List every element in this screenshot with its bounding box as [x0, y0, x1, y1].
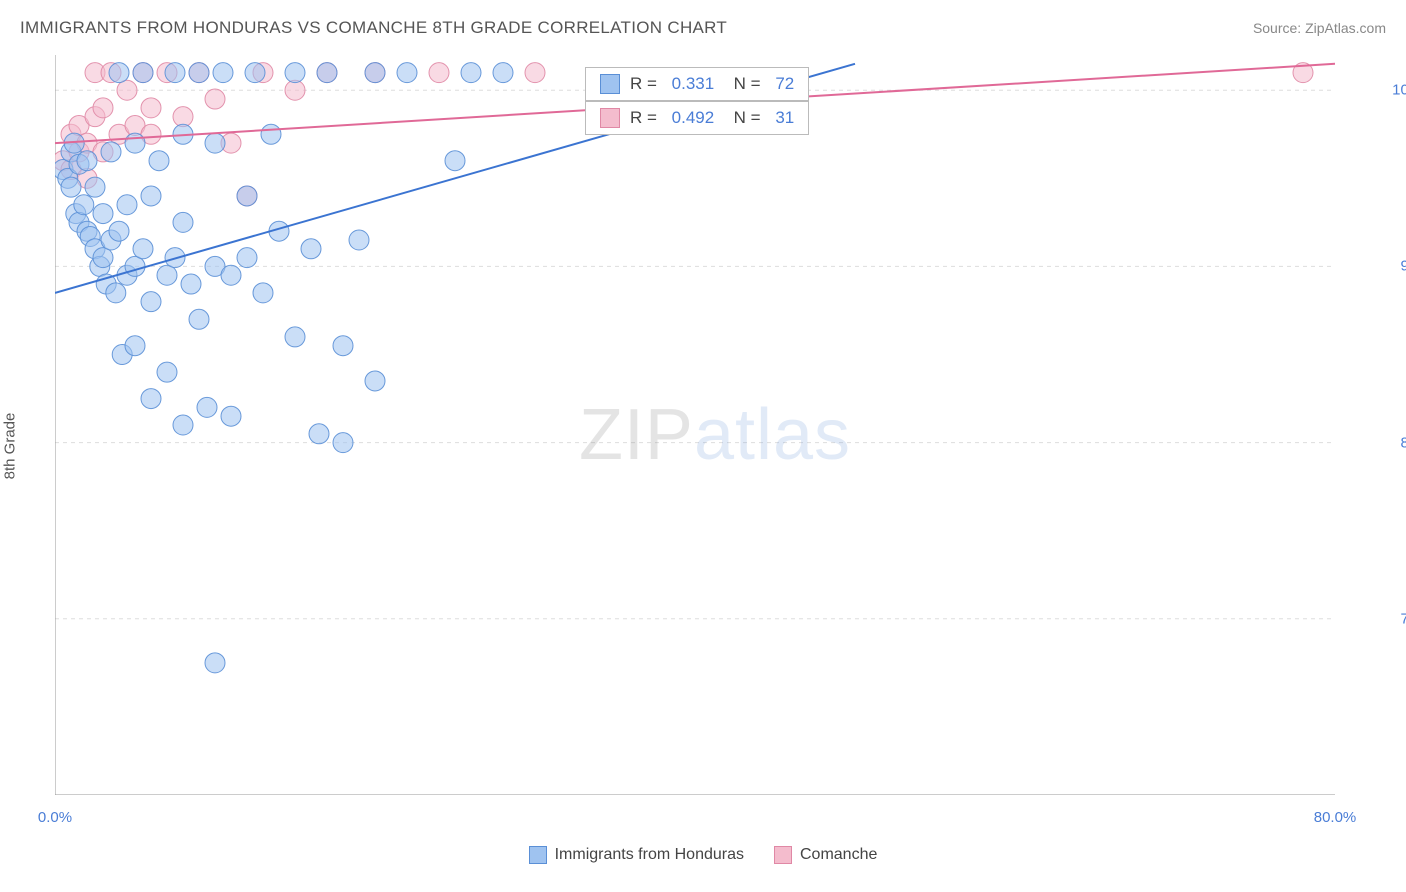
legend-label: Immigrants from Honduras: [555, 846, 744, 864]
corr-swatch: [600, 108, 620, 128]
scatter-point-honduras: [157, 362, 177, 382]
scatter-point-honduras: [333, 336, 353, 356]
scatter-point-comanche: [173, 107, 193, 127]
scatter-point-honduras: [205, 133, 225, 153]
scatter-point-comanche: [429, 63, 449, 83]
x-tick-label: 0.0%: [38, 809, 72, 826]
scatter-point-honduras: [189, 309, 209, 329]
scatter-point-honduras: [141, 186, 161, 206]
scatter-point-honduras: [197, 397, 217, 417]
scatter-point-comanche: [117, 80, 137, 100]
corr-r-label: R =: [630, 74, 662, 94]
scatter-point-honduras: [309, 424, 329, 444]
scatter-point-honduras: [461, 63, 481, 83]
scatter-point-honduras: [141, 389, 161, 409]
corr-n-value: 31: [775, 108, 794, 128]
plot-container: ZIPatlas R = 0.331 N = 72R = 0.492 N = 3…: [55, 55, 1375, 815]
correlation-box-honduras: R = 0.331 N = 72: [585, 67, 809, 101]
scatter-point-honduras: [317, 63, 337, 83]
corr-n-value: 72: [775, 74, 794, 94]
scatter-point-honduras: [93, 204, 113, 224]
legend: Immigrants from Honduras Comanche: [0, 846, 1406, 864]
scatter-point-honduras: [74, 195, 94, 215]
correlation-box-comanche: R = 0.492 N = 31: [585, 101, 809, 135]
legend-label: Comanche: [800, 846, 877, 864]
corr-n-label: N =: [724, 74, 765, 94]
scatter-point-comanche: [205, 89, 225, 109]
scatter-point-honduras: [125, 336, 145, 356]
scatter-point-honduras: [237, 186, 257, 206]
corr-r-value: 0.331: [672, 74, 715, 94]
scatter-point-honduras: [205, 653, 225, 673]
scatter-point-honduras: [61, 177, 81, 197]
scatter-point-honduras: [285, 327, 305, 347]
scatter-plot: [55, 55, 1335, 795]
scatter-point-honduras: [397, 63, 417, 83]
scatter-point-honduras: [253, 283, 273, 303]
scatter-point-comanche: [285, 80, 305, 100]
scatter-point-honduras: [261, 124, 281, 144]
scatter-point-honduras: [141, 292, 161, 312]
scatter-point-honduras: [365, 371, 385, 391]
scatter-point-comanche: [525, 63, 545, 83]
scatter-point-honduras: [157, 265, 177, 285]
legend-swatch: [529, 846, 547, 864]
scatter-point-honduras: [301, 239, 321, 259]
scatter-point-honduras: [77, 151, 97, 171]
scatter-point-honduras: [133, 239, 153, 259]
scatter-point-honduras: [349, 230, 369, 250]
scatter-point-honduras: [237, 248, 257, 268]
scatter-point-honduras: [173, 212, 193, 232]
scatter-point-honduras: [125, 133, 145, 153]
scatter-point-honduras: [125, 256, 145, 276]
scatter-point-honduras: [173, 415, 193, 435]
scatter-point-honduras: [85, 177, 105, 197]
scatter-point-honduras: [333, 433, 353, 453]
y-tick-label: 80.0%: [1400, 434, 1406, 451]
y-tick-label: 90.0%: [1400, 258, 1406, 275]
scatter-point-honduras: [117, 195, 137, 215]
scatter-point-honduras: [221, 265, 241, 285]
scatter-point-honduras: [165, 63, 185, 83]
x-tick-label: 80.0%: [1314, 809, 1357, 826]
scatter-point-comanche: [141, 98, 161, 118]
scatter-point-honduras: [221, 406, 241, 426]
corr-swatch: [600, 74, 620, 94]
scatter-point-honduras: [101, 142, 121, 162]
source-prefix: Source:: [1253, 20, 1305, 36]
corr-r-value: 0.492: [672, 108, 715, 128]
scatter-point-honduras: [189, 63, 209, 83]
scatter-point-honduras: [245, 63, 265, 83]
legend-item-honduras: Immigrants from Honduras: [529, 846, 744, 864]
y-tick-label: 70.0%: [1400, 610, 1406, 627]
scatter-point-honduras: [109, 221, 129, 241]
scatter-point-honduras: [213, 63, 233, 83]
scatter-point-honduras: [93, 248, 113, 268]
corr-r-label: R =: [630, 108, 662, 128]
scatter-point-honduras: [445, 151, 465, 171]
scatter-point-honduras: [109, 63, 129, 83]
source-link[interactable]: ZipAtlas.com: [1305, 20, 1386, 36]
scatter-point-honduras: [365, 63, 385, 83]
y-tick-label: 100.0%: [1392, 82, 1406, 99]
scatter-point-honduras: [285, 63, 305, 83]
scatter-point-honduras: [133, 63, 153, 83]
scatter-point-honduras: [149, 151, 169, 171]
scatter-point-honduras: [181, 274, 201, 294]
legend-item-comanche: Comanche: [774, 846, 877, 864]
title-bar: IMMIGRANTS FROM HONDURAS VS COMANCHE 8TH…: [20, 18, 1386, 38]
scatter-point-comanche: [93, 98, 113, 118]
chart-title: IMMIGRANTS FROM HONDURAS VS COMANCHE 8TH…: [20, 18, 727, 38]
legend-swatch: [774, 846, 792, 864]
corr-n-label: N =: [724, 108, 765, 128]
source-label: Source: ZipAtlas.com: [1253, 20, 1386, 36]
y-axis-label: 8th Grade: [2, 413, 19, 480]
scatter-point-honduras: [493, 63, 513, 83]
scatter-point-honduras: [106, 283, 126, 303]
